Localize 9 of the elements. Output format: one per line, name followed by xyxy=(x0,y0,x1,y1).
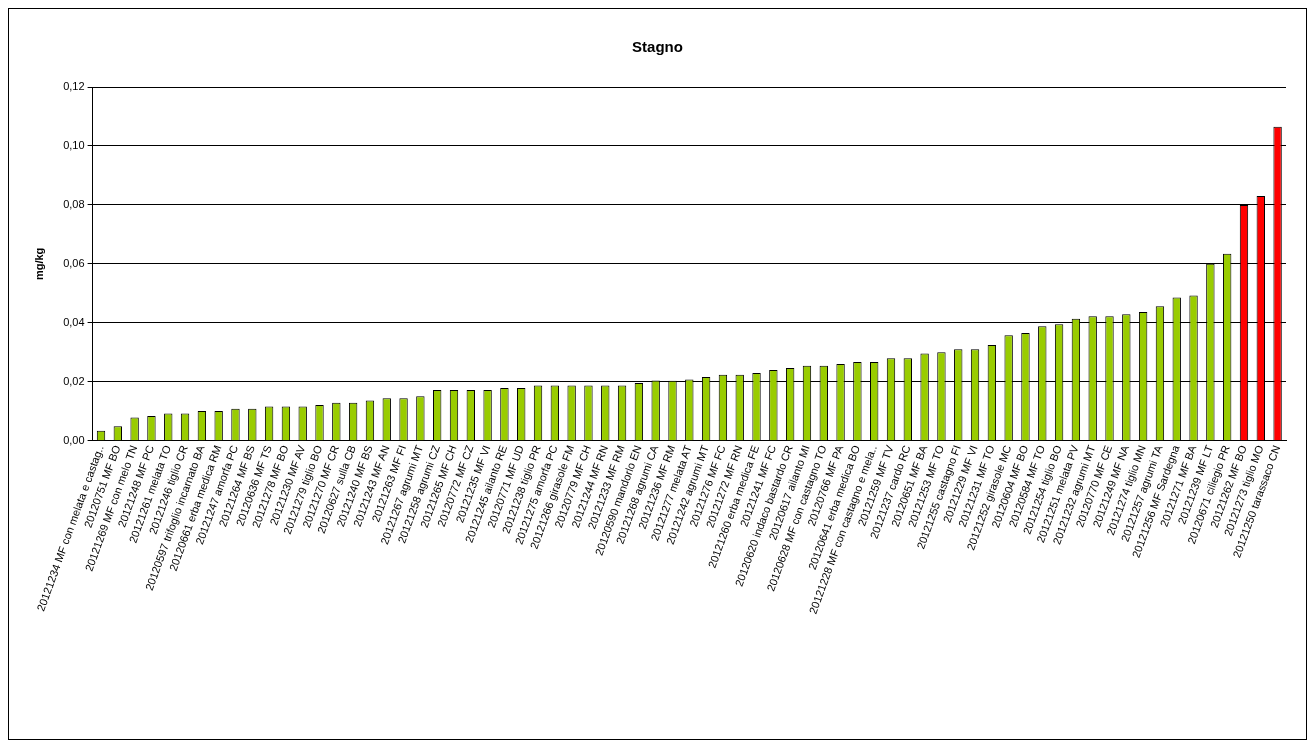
chart-title: Stagno xyxy=(632,38,683,56)
y-tick-label: 0,10 xyxy=(63,138,85,151)
y-tick-label: 0,08 xyxy=(63,197,85,210)
y-tick-label: 0,02 xyxy=(63,374,85,387)
y-tick-label: 0,04 xyxy=(63,315,85,328)
y-tick-label: 0,00 xyxy=(63,433,85,446)
y-tick-label: 0,12 xyxy=(63,80,85,93)
y-tick-label: 0,06 xyxy=(63,256,85,269)
y-axis-title: mg/kg xyxy=(32,247,45,281)
